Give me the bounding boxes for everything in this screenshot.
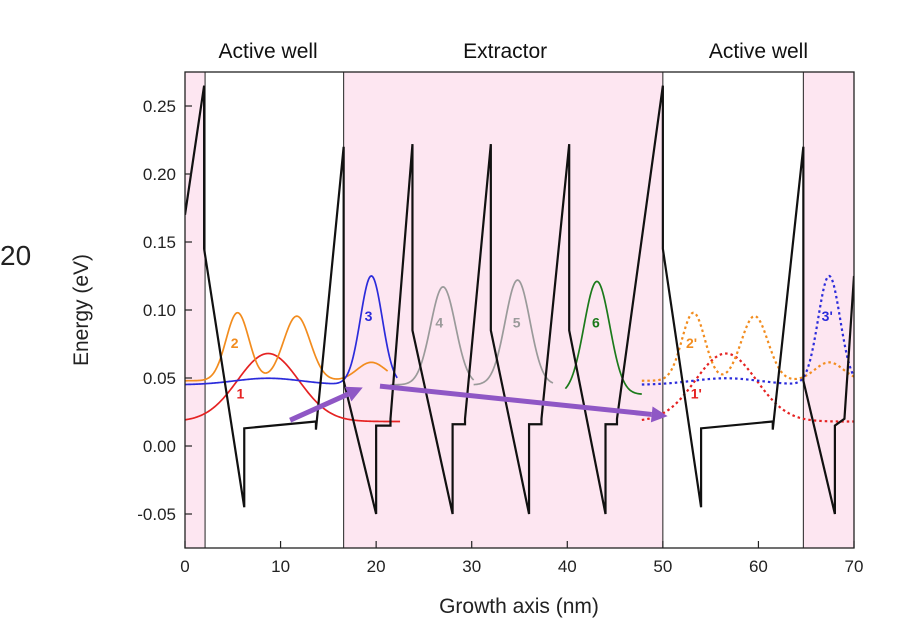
y-tick-label-6: 0.25: [143, 97, 176, 116]
y-tick-label-1: 0.00: [143, 437, 176, 456]
state-label-6: 6: [592, 315, 600, 331]
y-tick-label-4: 0.15: [143, 233, 176, 252]
x-tick-label-20: 20: [367, 557, 386, 576]
wavefunction-3-prime: [641, 274, 854, 386]
transition-arrow-2: [379, 383, 652, 417]
x-tick-label-40: 40: [558, 557, 577, 576]
state-label-3-prime: 3': [822, 308, 833, 324]
plot-curves: [185, 85, 854, 515]
x-tick-label-30: 30: [462, 557, 481, 576]
wavefunction-3: [185, 275, 398, 386]
y-tick-label-2: 0.05: [143, 369, 176, 388]
state-label-1: 1: [237, 385, 245, 401]
wavefunction-2: [185, 311, 389, 382]
wavefunction-2-prime: [641, 311, 854, 382]
state-label-1-prime: 1': [691, 385, 702, 401]
transition-arrow-1: [289, 391, 350, 423]
state-label-2-prime: 2': [686, 335, 697, 351]
x-tick-label-50: 50: [653, 557, 672, 576]
state-labels: 1 2 3 4 5 6 1' 2' 3': [231, 308, 833, 402]
region-label-2: Extractor: [463, 40, 547, 63]
region-labels: Active well Extractor Active well: [219, 40, 808, 63]
y-axis: -0.05 0.00 0.05 0.10 0.15 0.20 0.25: [137, 97, 192, 524]
region-label-3: Active well: [709, 40, 808, 63]
shaded-region-1: [185, 72, 206, 548]
y-tick-label-0: -0.05: [137, 505, 176, 524]
shaded-regions: [185, 72, 854, 548]
x-axis-label: Growth axis (nm): [439, 595, 599, 618]
shaded-region-3: [803, 72, 854, 548]
y-tick-label-3: 0.10: [143, 301, 176, 320]
y-tick-label-5: 0.20: [143, 165, 176, 184]
transition-arrow-head-2: [650, 406, 668, 423]
conduction-band-profile: [185, 85, 854, 515]
x-tick-label-70: 70: [845, 557, 864, 576]
state-label-5: 5: [513, 315, 521, 331]
x-tick-label-60: 60: [749, 557, 768, 576]
wavefunction-6: [564, 280, 642, 395]
y-axis-label: Energy (eV): [70, 254, 93, 366]
wavefunction-5: [473, 279, 554, 386]
wavefunction-4: [390, 285, 475, 386]
wavefunction-1-prime: [641, 352, 854, 423]
transition-arrows: [289, 383, 668, 423]
state-label-4: 4: [435, 315, 443, 331]
x-tick-label-0: 0: [180, 557, 189, 576]
region-label-1: Active well: [219, 40, 318, 63]
state-label-2: 2: [231, 335, 239, 351]
side-text: 20: [0, 240, 32, 271]
transition-arrow-head-1: [344, 386, 363, 402]
shaded-region-2: [343, 72, 663, 548]
wavefunction-1: [185, 352, 401, 423]
x-tick-label-10: 10: [271, 557, 290, 576]
state-label-3: 3: [365, 308, 373, 324]
x-axis: 0 10 20 30 40 50 60 70: [180, 541, 863, 576]
